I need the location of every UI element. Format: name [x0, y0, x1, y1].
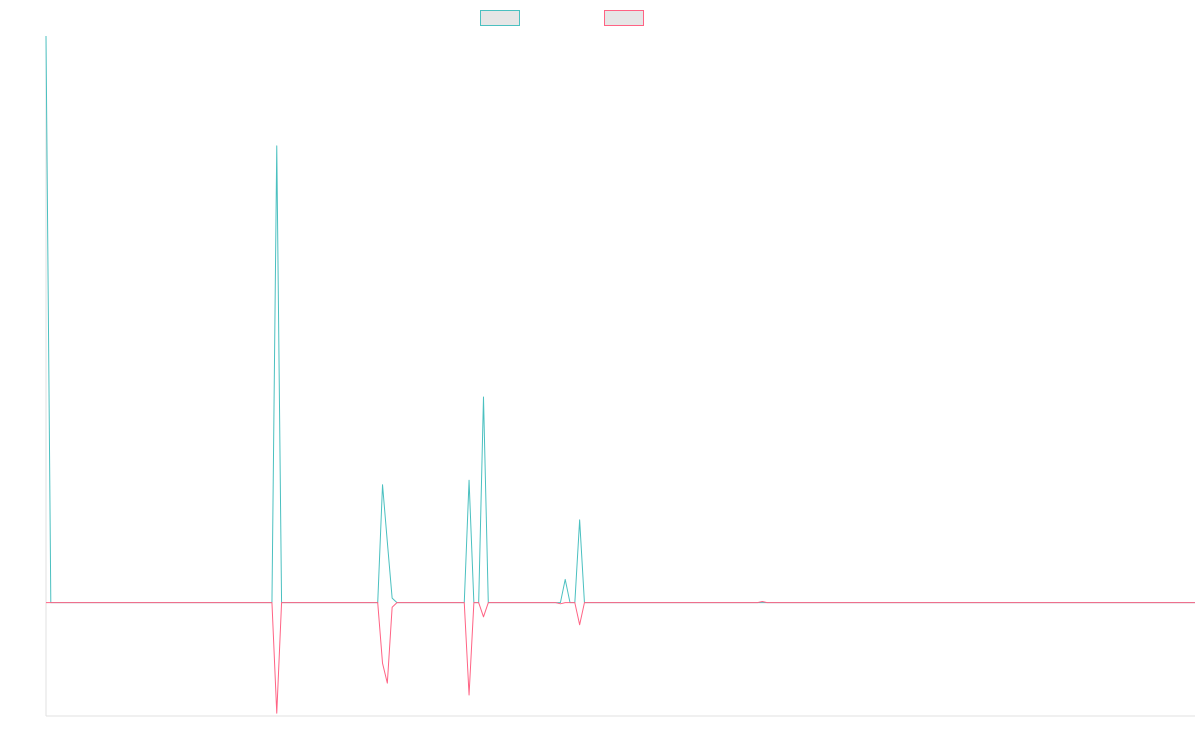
- legend-swatch-series-1[interactable]: [480, 10, 520, 26]
- series-line-1: [45, 35, 1195, 604]
- series-line-2: [46, 601, 1195, 714]
- axes-group: [45, 36, 1195, 717]
- series-group: [45, 35, 1195, 714]
- legend-swatch-series-2[interactable]: [604, 10, 644, 26]
